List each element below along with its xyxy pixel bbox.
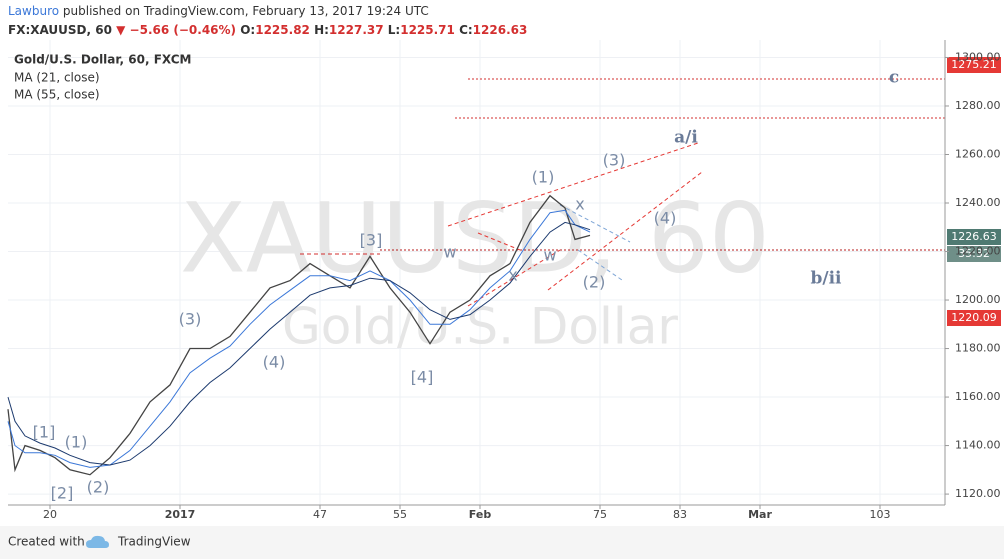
series-line [7,209,591,468]
c-label: C: [459,23,473,37]
author-name[interactable]: Lawburo [8,4,59,18]
series-line [7,194,591,476]
y-tick-label: 1220.00 [955,245,1001,258]
wave-label: (1) [532,168,555,187]
trend-line [577,249,623,281]
y-tick-label: 1260.00 [955,147,1001,160]
x-tick-label: 55 [393,508,407,521]
symbol-line: FX:XAUUSD, 60 ▼ −5.66 (−0.46%) O:1225.82… [8,23,527,37]
y-tick-label: 1200.00 [955,293,1001,306]
drawings [300,78,945,307]
price-tags: 1275.21 1226.63 35:32 1220.09 [947,57,1001,326]
y-tick-label: 1280.00 [955,99,1001,112]
trend-line [447,142,699,227]
y-tick-label: 1160.00 [955,390,1001,403]
change: ▼ −5.66 (−0.46%) [116,23,236,37]
logo [86,535,109,548]
price-tag [947,57,1001,73]
wave-label: (2) [87,478,110,497]
wave-label: [3] [360,231,383,250]
wave-label: (4) [263,353,286,372]
trend-line [547,171,703,291]
y-tick-label: 1300.00 [955,50,1001,63]
price-tag-label: 35:32 [958,247,990,260]
published: published on TradingView.com, February 1… [63,4,429,18]
footer-brand[interactable]: TradingView [117,535,191,549]
y-tick-label: 1240.00 [955,196,1001,209]
trend-line [477,232,521,251]
price-tag [947,229,1001,245]
author: Lawburo published on TradingView.com, Fe… [8,4,429,18]
wave-label: [4] [411,368,434,387]
wave-label: a/i [674,127,698,147]
plot: [1] (1) [2] (2) (3) (4) [3] [4] w x w (1) x (2) (3) (4)… [7,68,899,503]
l-label: L: [388,23,400,37]
x-tick-label: 2017 [165,508,196,521]
wave-label: b/ii [810,268,842,288]
wave-label: x [575,194,584,213]
y-tick-label: 1120.00 [955,487,1001,500]
symbol: FX:XAUUSD, 60 [8,23,112,37]
x-tick-label: 83 [673,508,687,521]
legend-entry: MA (55, close) [14,88,100,102]
wave-label: (4) [654,209,677,228]
price-tag-label: 1220.09 [951,311,997,324]
x-tick-label: 75 [593,508,607,521]
wave-label: w [443,242,456,261]
h-label: H: [314,23,329,37]
chart-title: Gold/U.S. Dollar, 60, FXCM [14,53,192,67]
header-bg [0,0,1004,40]
wave-label: (2) [583,273,606,292]
grid [8,40,945,505]
watermark-sub: Gold/U.S. Dollar [282,298,678,356]
wave-label: (1) [65,433,88,452]
x-tick-label: Mar [748,508,772,521]
price-tag-label: 1275.21 [951,58,997,71]
footer-bg [0,526,1004,559]
x-tick-label: 47 [313,508,327,521]
x-tick-label: 103 [870,508,891,521]
footer-text: Created with [8,535,85,549]
wave-label: x [508,265,517,284]
trend-line [467,249,561,307]
wave-label: (3) [179,309,202,328]
watermark: XAUUSD, 60 [180,182,770,294]
y-tick-label: 1140.00 [955,439,1001,452]
l-value: 1225.71 [400,23,455,37]
series-line [7,221,591,466]
legend-entry: MA (21, close) [14,71,100,85]
price-tag-label: 1226.63 [951,230,997,243]
y-tick-label: 1180.00 [955,342,1001,355]
h-value: 1227.37 [329,23,384,37]
trend-line [559,204,631,243]
x-tick-label: 20 [43,508,57,521]
wave-label: [2] [51,484,74,503]
x-tick-label: Feb [469,508,492,521]
wave-label: c [889,68,899,88]
o-value: 1225.82 [255,23,310,37]
wave-label: w [543,246,556,265]
price-tag [947,310,1001,326]
wave-label: (3) [603,151,626,170]
o-label: O: [240,23,255,37]
price-tag [947,246,1001,262]
c-value: 1226.63 [473,23,528,37]
wave-label: [1] [33,422,56,441]
